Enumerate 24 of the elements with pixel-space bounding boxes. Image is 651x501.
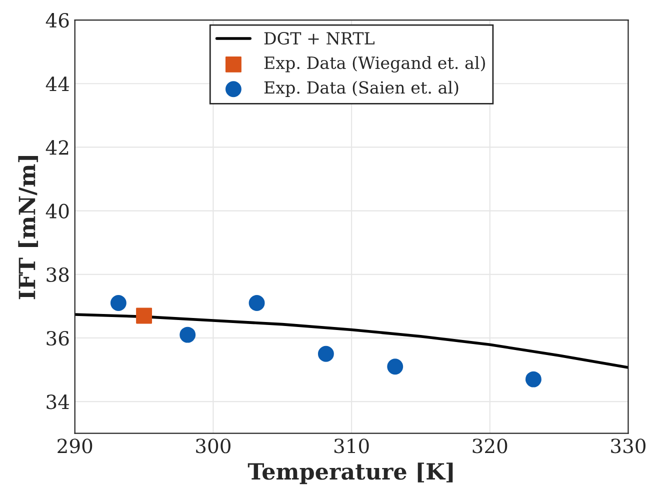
x-tick-label: 330	[611, 438, 646, 454]
point	[136, 308, 152, 324]
x-tick-label: 290	[58, 438, 92, 454]
y-tick-label: 40	[46, 204, 69, 218]
point	[248, 295, 265, 311]
x-axis-title: Temperature [K]	[248, 462, 453, 484]
y-tick-label: 46	[46, 12, 69, 28]
x-tick-label: 320	[472, 438, 508, 454]
point	[180, 326, 196, 343]
point	[318, 346, 334, 362]
legend-label: Exp. Data (Wiegand et. al)	[264, 56, 485, 73]
legend-label: Exp. Data (Saien et. al)	[264, 80, 458, 97]
y-axis-title: IFT [mN/m]	[18, 156, 38, 300]
point	[387, 358, 404, 375]
y-tick-label: 42	[46, 140, 68, 155]
y-tick-label: 34	[46, 394, 70, 410]
point	[525, 371, 542, 388]
y-tick-label: 36	[46, 330, 69, 346]
x-tick-label: 300	[196, 438, 230, 454]
y-tick-label: 38	[46, 267, 69, 282]
point	[110, 295, 126, 311]
x-tick-label: 310	[334, 438, 369, 454]
legend-label: DGT + NRTL	[264, 32, 374, 45]
y-tick-label: 44	[46, 76, 70, 92]
